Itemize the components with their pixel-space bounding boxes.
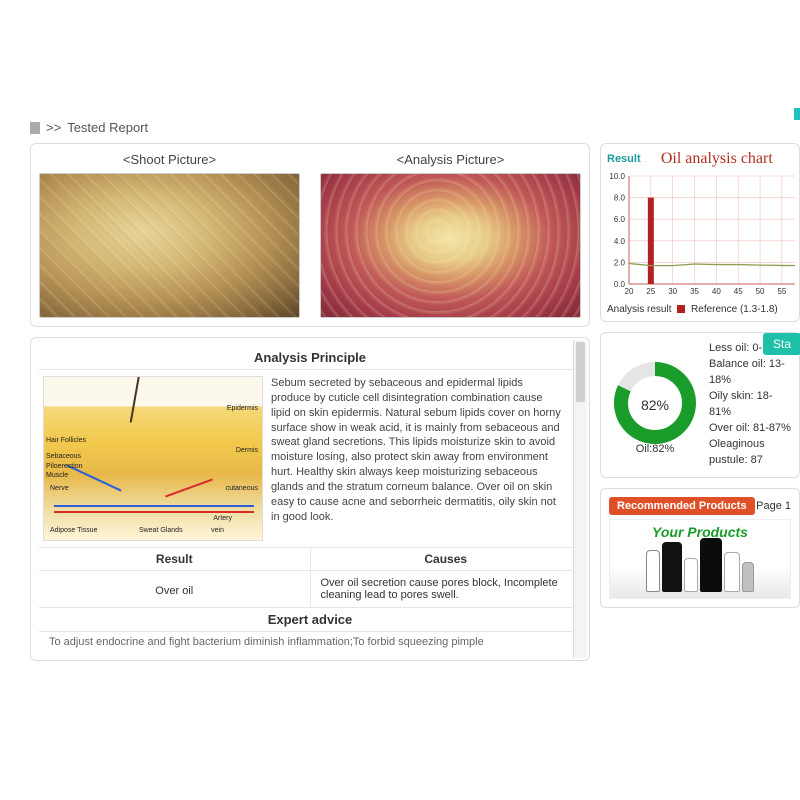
chart-panel: Result Oil analysis chart 0.02.04.06.08.… — [600, 143, 800, 322]
donut-ranges: Less oil: 0-13%Balance oil: 13-18%Oily s… — [709, 341, 791, 469]
range-item: Over oil: 81-87% — [709, 421, 791, 437]
range-item: Balance oil: 13-18% — [709, 357, 791, 389]
result-value: Over oil — [39, 571, 311, 607]
range-item: Oily skin: 18-81% — [709, 389, 791, 421]
product-bottle — [724, 552, 740, 592]
label-nerve: Nerve — [50, 485, 69, 492]
analysis-title: <Analysis Picture> — [320, 152, 581, 167]
svg-text:8.0: 8.0 — [614, 194, 626, 203]
label-vein: vein — [211, 527, 224, 534]
legend-analysis: Analysis result — [607, 304, 671, 315]
chart-legend: Analysis result Reference (1.3-1.8) — [607, 304, 793, 315]
analysis-picture[interactable] — [320, 173, 581, 318]
product-bottle — [646, 550, 660, 592]
expert-heading: Expert advice — [39, 608, 581, 632]
svg-text:55: 55 — [777, 287, 786, 296]
label-sweat: Sweat Glands — [139, 527, 183, 534]
status-button[interactable]: Sta — [763, 333, 800, 355]
legend-square-icon — [677, 305, 685, 313]
label-dermis: Dermis — [236, 447, 258, 454]
label-hair-follicles: Hair Follicles — [46, 437, 86, 444]
causes-heading: Causes — [311, 548, 582, 570]
svg-text:30: 30 — [668, 287, 677, 296]
expert-text: To adjust endocrine and fight bacterium … — [39, 632, 581, 652]
svg-text:2.0: 2.0 — [614, 258, 626, 267]
skin-diagram: Hair Follicles Sebaceous Piloerection Mu… — [43, 376, 263, 541]
chart-title: Oil analysis chart — [641, 150, 793, 168]
svg-text:45: 45 — [734, 287, 743, 296]
shoot-title: <Shoot Picture> — [39, 152, 300, 167]
breadcrumb: >> Tested Report — [30, 120, 800, 135]
principle-heading: Analysis Principle — [39, 346, 581, 370]
range-item: Oleaginous pustule: 87 — [709, 437, 791, 469]
label-piloerection: Piloerection — [46, 463, 83, 470]
doc-icon — [30, 122, 40, 134]
product-bottle — [700, 538, 722, 592]
your-products-caption: Your Products — [610, 524, 790, 540]
donut-center: 82% — [609, 359, 701, 451]
recommended-panel: Recommended Products Page 1 Your Product… — [600, 488, 800, 608]
svg-text:6.0: 6.0 — [614, 215, 626, 224]
principle-text: Sebum secreted by sebaceous and epiderma… — [271, 376, 565, 541]
donut-panel: Sta 82% Oil:82% Less oil: 0-13%Balance o… — [600, 332, 800, 478]
causes-value: Over oil secretion cause pores block, In… — [311, 571, 582, 607]
svg-text:4.0: 4.0 — [614, 237, 626, 246]
svg-text:40: 40 — [712, 287, 721, 296]
svg-text:35: 35 — [690, 287, 699, 296]
label-muscle: Muscle — [46, 472, 68, 479]
svg-text:20: 20 — [625, 287, 634, 296]
label-adipose: Adipose Tissue — [50, 527, 97, 534]
accent-decoration — [794, 108, 800, 120]
breadcrumb-sep: >> — [46, 120, 61, 135]
label-artery: Artery — [213, 515, 232, 522]
result-heading: Result — [39, 548, 311, 570]
pictures-panel: <Shoot Picture> <Analysis Picture> — [30, 143, 590, 327]
legend-reference: Reference (1.3-1.8) — [691, 304, 778, 315]
product-bottle — [684, 558, 698, 592]
product-bottle — [662, 542, 682, 592]
chart-result-label: Result — [607, 153, 641, 165]
recommended-page: Page 1 — [756, 500, 791, 512]
principle-panel: Analysis Principle Hair Follicles Sebace… — [30, 337, 590, 661]
breadcrumb-label: Tested Report — [67, 120, 148, 135]
label-cutaneous: cutaneous — [226, 485, 258, 492]
product-bottle — [742, 562, 754, 592]
donut-caption: Oil:82% — [609, 443, 701, 455]
label-sebaceous: Sebaceous — [46, 453, 81, 460]
recommended-badge: Recommended Products — [609, 497, 755, 515]
shoot-picture[interactable] — [39, 173, 300, 318]
svg-text:50: 50 — [756, 287, 765, 296]
label-epidermis: Epidermis — [227, 405, 258, 412]
svg-text:25: 25 — [646, 287, 655, 296]
scrollbar[interactable] — [573, 340, 587, 658]
oil-chart: 0.02.04.06.08.010.02025303540455055 — [607, 172, 797, 302]
svg-text:10.0: 10.0 — [609, 172, 625, 181]
recommended-image[interactable]: Your Products — [609, 519, 791, 599]
